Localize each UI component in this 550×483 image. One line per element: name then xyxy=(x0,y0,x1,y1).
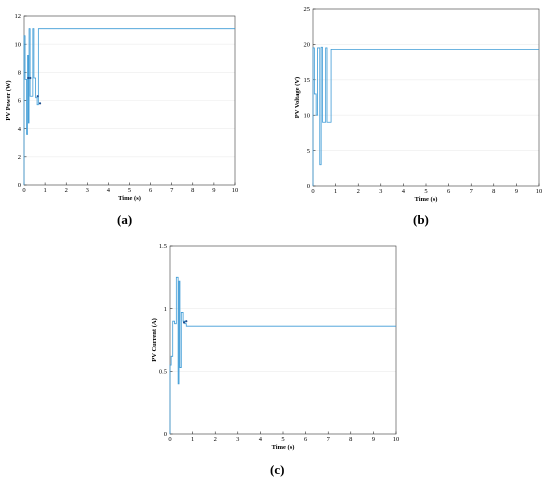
x-tick-label: 3 xyxy=(379,188,382,195)
chart-pv-current: 0 0.5 1 1.5 0 1 2 3 4 5 6 7 8 9 10 Time (s) PV Current (… xyxy=(151,243,400,451)
y-tick-label: 6 xyxy=(18,98,22,105)
y-tick-label: 4 xyxy=(18,126,22,133)
x-tick-label: 0 xyxy=(168,436,171,443)
x-axis-title: Time (s) xyxy=(415,196,438,203)
panel-label-b: (b) xyxy=(413,212,429,227)
x-tick-label: 9 xyxy=(372,436,375,443)
x-tick-label: 4 xyxy=(107,187,111,194)
x-tick-label: 7 xyxy=(327,436,331,443)
y-tick-label: 25 xyxy=(304,6,311,13)
x-tick-label: 2 xyxy=(357,188,360,195)
data-point xyxy=(27,76,30,80)
series-line xyxy=(312,46,539,186)
data-point xyxy=(29,76,32,80)
plot-frame xyxy=(169,245,397,435)
y-axis-title: PV Power (W) xyxy=(5,80,12,120)
x-tick-label: 10 xyxy=(536,188,543,195)
x-tick-label: 1 xyxy=(334,188,337,195)
y-tick-label: 20 xyxy=(304,42,311,49)
x-tick-label: 9 xyxy=(212,187,215,194)
panel-label-a: (a) xyxy=(117,212,133,227)
y-tick-label: 10 xyxy=(15,41,22,48)
x-axis-title: Time (s) xyxy=(118,195,141,202)
x-tick-label: 3 xyxy=(86,187,89,194)
x-tick-label: 7 xyxy=(170,187,174,194)
y-tick-label: 2 xyxy=(18,154,21,161)
x-tick-label: 0 xyxy=(22,187,25,194)
x-tick-label: 6 xyxy=(149,187,153,194)
data-point xyxy=(185,320,188,323)
x-tick-label: 8 xyxy=(349,436,352,443)
x-axis-title: Time (s) xyxy=(272,444,295,451)
data-point xyxy=(182,321,186,324)
y-tick-label: 10 xyxy=(304,112,311,119)
x-tick-label: 8 xyxy=(492,188,495,195)
x-tick-label: 4 xyxy=(402,188,406,195)
x-tick-label: 6 xyxy=(304,436,308,443)
x-tick-label: 4 xyxy=(259,436,263,443)
y-tick-label: 5 xyxy=(307,148,310,155)
x-tick-label: 1 xyxy=(43,187,46,194)
data-point xyxy=(36,95,39,98)
x-tick-label: 10 xyxy=(232,187,239,194)
y-tick-label: 0.5 xyxy=(159,369,167,376)
y-tick-label: 8 xyxy=(18,70,21,77)
series-line xyxy=(169,276,396,434)
plot-frame xyxy=(312,8,540,187)
y-axis-title: PV Current (A) xyxy=(151,318,158,361)
x-tick-label: 0 xyxy=(311,188,314,195)
data-point xyxy=(38,102,42,105)
x-tick-label: 8 xyxy=(191,187,194,194)
y-axis-title: PV Voltage (V) xyxy=(294,77,301,118)
y-tick-label: 0 xyxy=(307,183,310,190)
x-tick-label: 6 xyxy=(447,188,451,195)
y-tick-label: 1 xyxy=(164,306,167,313)
y-tick-label: 15 xyxy=(304,77,311,84)
x-tick-label: 9 xyxy=(515,188,518,195)
y-tick-label: 1.5 xyxy=(159,243,167,250)
y-tick-label: 0 xyxy=(164,431,167,438)
x-tick-label: 5 xyxy=(424,188,427,195)
chart-pv-voltage: 0 5 10 15 20 25 0 1 2 3 4 5 6 7 8 9 10 Time (s) PV Voltage… xyxy=(294,6,543,203)
panel-label-c: (c) xyxy=(270,462,285,477)
x-tick-label: 5 xyxy=(128,187,131,194)
x-tick-label: 3 xyxy=(236,436,239,443)
x-tick-label: 7 xyxy=(470,188,474,195)
series-line xyxy=(23,28,235,185)
x-tick-label: 1 xyxy=(191,436,194,443)
x-tick-label: 2 xyxy=(65,187,68,194)
y-tick-label: 12 xyxy=(15,13,22,20)
x-tick-label: 10 xyxy=(393,436,400,443)
x-tick-label: 5 xyxy=(281,436,284,443)
y-tick-label: 0 xyxy=(18,182,21,189)
x-tick-label: 2 xyxy=(214,436,217,443)
